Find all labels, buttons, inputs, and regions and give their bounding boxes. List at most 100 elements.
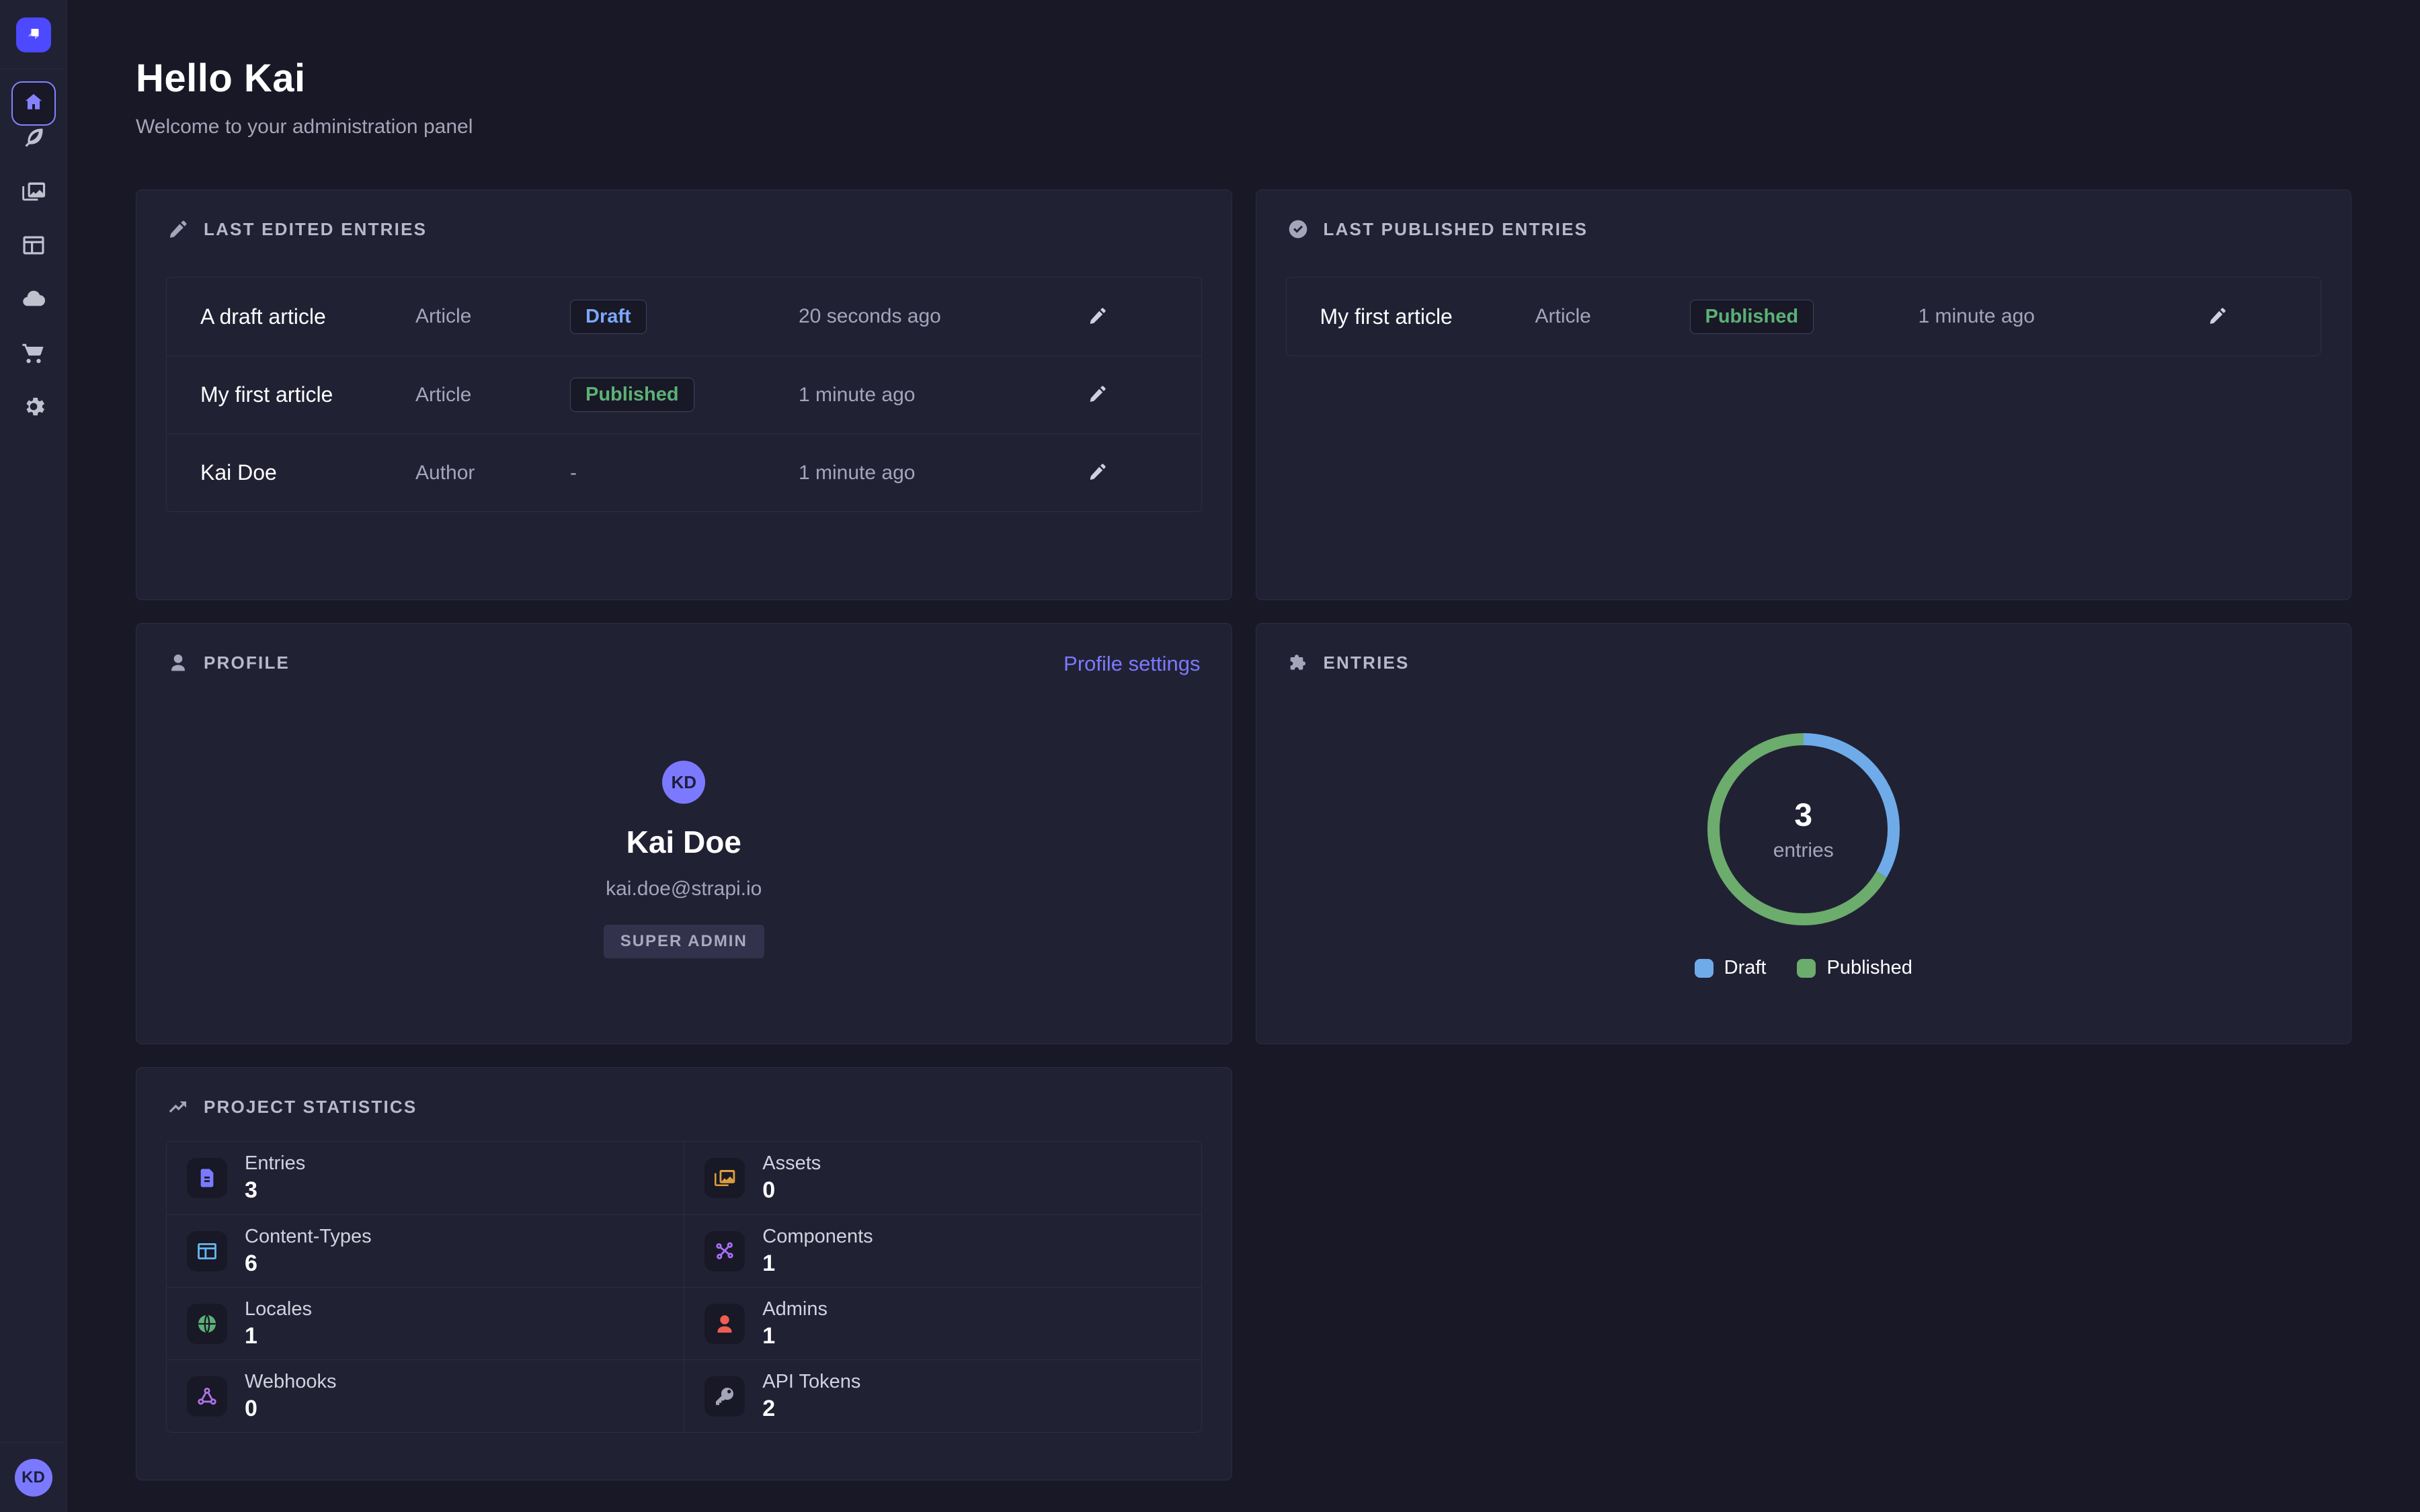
card-title: LAST EDITED ENTRIES — [204, 218, 428, 239]
table-row[interactable]: A draft article Article Draft 20 seconds… — [167, 278, 1201, 355]
home-icon — [22, 91, 45, 117]
webhook-icon — [187, 1376, 227, 1417]
card-title: PROJECT STATISTICS — [204, 1096, 417, 1117]
published-swatch — [1797, 958, 1816, 978]
entries-table: My first article Article Published 1 min… — [1285, 277, 2321, 356]
donut-svg — [1707, 733, 1900, 925]
profile-body: KD Kai Doe kai.doe@strapi.io SUPER ADMIN — [136, 676, 1232, 958]
status-badge: Published — [570, 378, 694, 412]
stat-api-tokens: API Tokens 2 — [684, 1359, 1201, 1432]
entries-table: A draft article Article Draft 20 seconds… — [166, 277, 1202, 512]
card-title: ENTRIES — [1323, 652, 1410, 673]
page-title: Hello Kai — [136, 56, 306, 100]
pencil-icon — [1088, 306, 1108, 328]
entry-title: My first article — [200, 382, 333, 407]
status-badge: Published — [1689, 299, 1814, 334]
table-row[interactable]: My first article Article Published 1 min… — [167, 355, 1201, 433]
entry-type: Author — [415, 461, 475, 484]
images-icon — [21, 179, 46, 208]
strapi-logo[interactable] — [15, 17, 51, 52]
card-header: PROJECT STATISTICS — [136, 1068, 1232, 1118]
profile-settings-link[interactable]: Profile settings — [1063, 652, 1201, 675]
stat-assets: Assets 0 — [684, 1142, 1201, 1214]
role-badge: SUPER ADMIN — [603, 925, 764, 958]
avatar: KD — [662, 761, 706, 804]
dashboard-grid: LAST EDITED ENTRIES A draft article Arti… — [136, 190, 2351, 1480]
sidebar-nav — [0, 69, 67, 421]
image-icon — [704, 1158, 745, 1198]
entries-count-label: entries — [1773, 839, 1834, 862]
sidebar-footer: KD — [0, 1442, 67, 1512]
card-header: LAST EDITED ENTRIES — [136, 190, 1232, 240]
entries-count: 3 — [1794, 797, 1813, 833]
table-row[interactable]: My first article Article Published 1 min… — [1287, 278, 2321, 355]
edit-entry-button[interactable] — [1088, 462, 1201, 484]
sidebar-item-content-manager[interactable] — [20, 126, 47, 153]
entry-title: Kai Doe — [200, 460, 277, 485]
card-title: PROFILE — [204, 652, 290, 673]
sidebar-item-content-type-builder[interactable] — [20, 233, 47, 260]
donut-chart: 3 entries — [1256, 732, 2351, 927]
card-entries-chart: ENTRIES 3 entries — [1255, 623, 2351, 1044]
sidebar-item-settings[interactable] — [20, 394, 47, 421]
sidebar-item-cloud[interactable] — [20, 287, 47, 314]
entry-time: 1 minute ago — [799, 461, 916, 484]
edit-entry-button[interactable] — [1088, 306, 1201, 328]
stat-components: Components 1 — [684, 1214, 1201, 1287]
puzzle-icon — [1287, 652, 1309, 673]
stats-table: Entries 3 Assets 0 — [166, 1141, 1202, 1433]
status-empty: - — [570, 461, 577, 484]
check-circle-icon — [1287, 218, 1309, 240]
legend-item-published: Published — [1797, 957, 1912, 979]
entry-title: A draft article — [200, 304, 326, 329]
sidebar-item-home[interactable] — [11, 81, 56, 126]
stat-admins: Admins 1 — [684, 1287, 1201, 1359]
feather-icon — [21, 125, 46, 154]
pencil-icon — [2208, 306, 2228, 328]
stat-webhooks: Webhooks 0 — [167, 1359, 684, 1432]
card-project-statistics: PROJECT STATISTICS Entries 3 — [136, 1067, 1232, 1480]
sidebar-item-marketplace[interactable] — [20, 341, 47, 368]
sidebar-item-media-library[interactable] — [20, 179, 47, 206]
table-row[interactable]: Kai Doe Author - 1 minute ago — [167, 433, 1201, 511]
user-avatar[interactable]: KD — [14, 1459, 52, 1497]
trending-up-icon — [167, 1096, 189, 1118]
entry-time: 20 seconds ago — [799, 305, 941, 327]
layout-icon — [187, 1230, 227, 1271]
stat-content-types: Content-Types 6 — [167, 1214, 684, 1287]
key-icon — [704, 1376, 745, 1417]
entry-type: Article — [415, 305, 472, 327]
draft-swatch — [1694, 958, 1713, 978]
layout-icon — [21, 233, 46, 261]
profile-email: kai.doe@strapi.io — [606, 878, 762, 900]
page-subtitle: Welcome to your administration panel — [136, 116, 473, 138]
cloud-icon — [21, 286, 46, 315]
donut-center: 3 entries — [1706, 732, 1901, 927]
globe-icon — [187, 1303, 227, 1344]
file-icon — [187, 1158, 227, 1198]
entry-type: Article — [1535, 305, 1591, 327]
stat-entries: Entries 3 — [167, 1142, 684, 1214]
components-icon — [704, 1230, 745, 1271]
chart-legend: Draft Published — [1256, 957, 2351, 979]
main-content: Hello Kai Welcome to your administration… — [67, 0, 2420, 1512]
admin-user-icon — [704, 1303, 745, 1344]
card-profile: PROFILE Profile settings KD Kai Doe kai.… — [136, 623, 1232, 1044]
card-header: ENTRIES — [1256, 624, 2351, 673]
entry-title: My first article — [1320, 304, 1453, 329]
profile-name: Kai Doe — [626, 825, 741, 859]
pencil-icon — [1088, 462, 1108, 484]
edit-entry-button[interactable] — [2208, 306, 2321, 328]
pencil-icon — [1088, 384, 1108, 406]
status-badge: Draft — [570, 299, 647, 334]
user-icon — [167, 652, 189, 673]
strapi-logo-icon — [24, 24, 44, 47]
entry-time: 1 minute ago — [799, 383, 916, 406]
sidebar: KD — [0, 0, 67, 1512]
entry-type: Article — [415, 383, 472, 406]
card-header: LAST PUBLISHED ENTRIES — [1256, 190, 2351, 240]
edit-entry-button[interactable] — [1088, 384, 1201, 406]
card-title: LAST PUBLISHED ENTRIES — [1323, 218, 1588, 239]
card-header: PROFILE — [136, 624, 290, 673]
